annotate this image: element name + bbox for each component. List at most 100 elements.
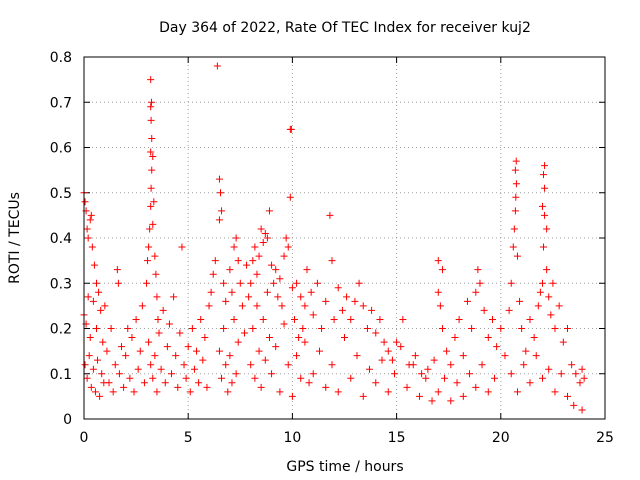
data-point [434, 388, 442, 396]
data-point [341, 334, 348, 342]
data-point [207, 288, 215, 296]
data-point [513, 252, 521, 260]
data-point [93, 279, 101, 287]
data-point [372, 379, 380, 387]
data-point [453, 379, 461, 387]
data-point [88, 243, 96, 251]
data-point [338, 306, 346, 314]
data-point [363, 325, 371, 332]
data-point [150, 198, 158, 206]
data-point [155, 329, 163, 337]
data-point [215, 175, 223, 183]
data-point [397, 343, 405, 351]
data-point [280, 252, 288, 260]
data-point [491, 374, 499, 382]
y-axis-label: ROTI / TECUs [7, 192, 23, 284]
data-point [305, 379, 313, 387]
x-tick-label: 0 [80, 430, 89, 446]
data-point [147, 116, 155, 124]
data-point [416, 392, 424, 400]
data-point [199, 356, 207, 364]
data-point [113, 266, 121, 274]
data-point [540, 243, 548, 251]
data-point [551, 388, 559, 396]
data-point [201, 334, 209, 342]
data-point [538, 374, 546, 382]
data-point [145, 243, 153, 251]
y-tick-label: 0.8 [50, 50, 72, 66]
data-point [441, 374, 449, 382]
data-point [263, 288, 271, 296]
grid-lines [84, 57, 605, 419]
data-point [530, 334, 538, 342]
data-point [153, 293, 161, 301]
data-point [549, 279, 557, 287]
data-point [511, 166, 519, 174]
data-point [280, 320, 288, 328]
data-point [516, 297, 524, 305]
data-point [570, 401, 578, 409]
data-point [182, 374, 190, 382]
data-point [226, 266, 234, 274]
data-point [520, 361, 528, 369]
data-point [136, 347, 144, 355]
data-point [84, 234, 92, 242]
data-point [424, 365, 432, 373]
data-point [438, 325, 446, 332]
data-point [545, 365, 553, 373]
data-point [90, 261, 98, 269]
data-point [146, 225, 154, 233]
data-point [159, 306, 167, 314]
data-point [268, 370, 276, 378]
data-point [91, 388, 99, 396]
data-point [81, 361, 89, 369]
data-point [580, 374, 588, 382]
data-point [148, 98, 156, 106]
data-point [209, 270, 217, 278]
data-point [282, 234, 290, 242]
data-point [526, 379, 534, 387]
data-point [459, 352, 467, 360]
data-point [176, 329, 184, 337]
data-point [438, 266, 446, 274]
data-point [249, 325, 257, 332]
data-point [211, 257, 219, 265]
data-point [328, 361, 336, 369]
data-point [107, 325, 115, 332]
data-point [236, 279, 244, 287]
data-point [559, 338, 567, 346]
data-point [152, 270, 160, 278]
data-point [276, 275, 284, 283]
data-point [351, 297, 359, 305]
data-point [103, 347, 111, 355]
data-point [151, 252, 159, 260]
data-point [261, 229, 269, 237]
data-point [165, 320, 173, 328]
data-point [98, 370, 106, 378]
data-point [541, 184, 549, 192]
data-point [372, 329, 380, 337]
data-point [251, 243, 259, 251]
data-point [276, 388, 284, 396]
data-point [215, 216, 223, 224]
chart-title: Day 364 of 2022, Rate Of TEC Index for r… [159, 20, 531, 36]
data-point [301, 338, 309, 346]
data-point [472, 383, 480, 391]
data-point [534, 302, 542, 310]
data-point [497, 325, 505, 332]
x-tick-label: 5 [184, 430, 193, 446]
data-point [218, 374, 226, 382]
data-point [86, 216, 94, 224]
data-point [97, 306, 105, 314]
data-point [501, 352, 509, 360]
data-point [543, 225, 551, 233]
data-point [147, 103, 155, 111]
x-tick-label: 10 [283, 430, 301, 446]
data-point [478, 361, 486, 369]
data-point [257, 225, 265, 233]
data-point [318, 325, 326, 332]
data-point [86, 334, 94, 342]
data-point [522, 347, 530, 355]
data-point [307, 288, 315, 296]
data-point [303, 266, 311, 274]
